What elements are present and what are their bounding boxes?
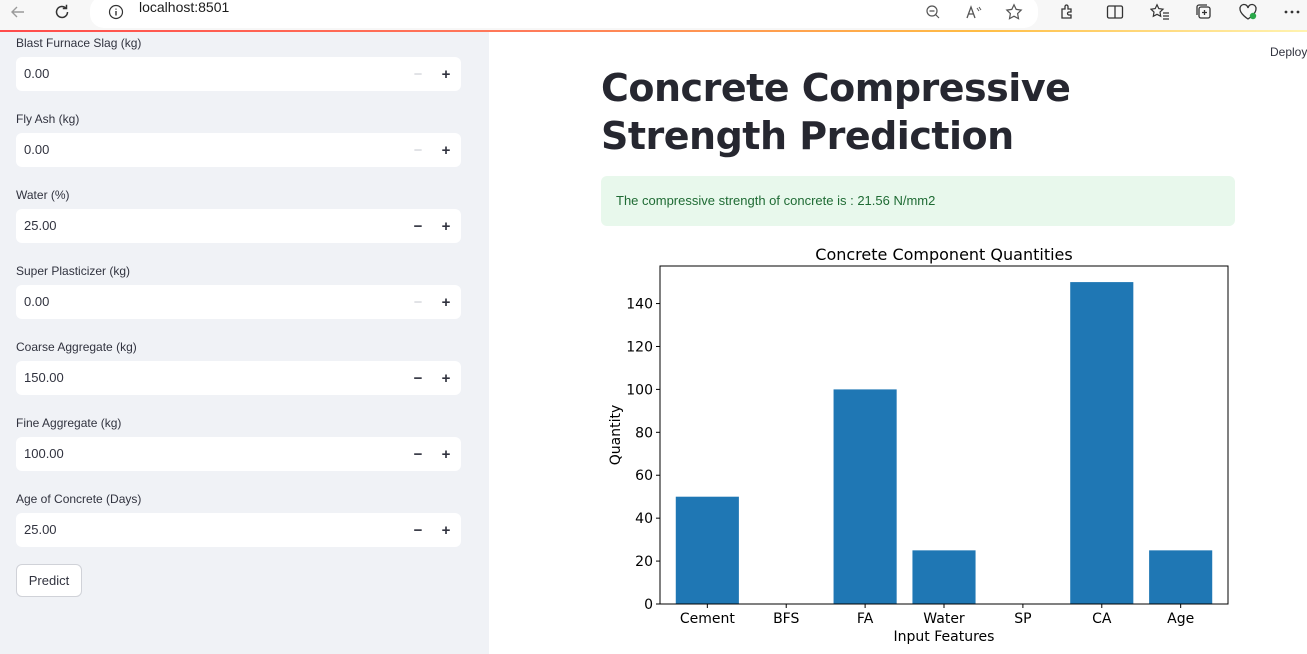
x-tick-label: Cement <box>680 611 736 627</box>
field-label: Water (%) <box>16 188 70 202</box>
reload-icon[interactable] <box>50 0 74 24</box>
field-label: Blast Furnace Slag (kg) <box>16 36 142 50</box>
bar-water <box>912 550 976 604</box>
y-tick-label: 120 <box>626 339 653 355</box>
number-input-value[interactable]: 0.00 <box>24 142 50 157</box>
increment-button[interactable]: + <box>441 65 451 83</box>
y-tick-label: 100 <box>626 382 653 398</box>
prediction-result-text: The compressive strength of concrete is … <box>616 193 936 208</box>
favorite-star-icon[interactable] <box>1003 0 1025 24</box>
field-label: Super Plasticizer (kg) <box>16 264 131 278</box>
y-tick-label: 40 <box>635 511 653 527</box>
number-input-value[interactable]: 25.00 <box>24 218 57 233</box>
number-input-value[interactable]: 25.00 <box>24 522 57 537</box>
decrement-button[interactable]: − <box>413 521 423 539</box>
y-tick-label: 60 <box>635 468 653 484</box>
y-axis-label: Quantity <box>608 405 624 466</box>
decrement-button[interactable]: − <box>413 65 423 83</box>
increment-button[interactable]: + <box>441 293 451 311</box>
number-input[interactable]: 0.00 − + <box>16 133 461 167</box>
extensions-icon[interactable] <box>1057 0 1079 24</box>
number-input[interactable]: 0.00 − + <box>16 57 461 91</box>
deploy-button[interactable]: Deploy <box>1270 45 1307 59</box>
decrement-button[interactable]: − <box>413 293 423 311</box>
bar-ca <box>1070 282 1134 604</box>
y-tick-label: 140 <box>626 297 653 313</box>
number-input-value[interactable]: 0.00 <box>24 294 50 309</box>
loading-progress-bar <box>0 30 1307 32</box>
favorites-icon[interactable] <box>1149 0 1171 24</box>
bar-age <box>1149 550 1213 604</box>
decrement-button[interactable]: − <box>413 217 423 235</box>
x-tick-label: BFS <box>773 611 799 627</box>
field-label: Fly Ash (kg) <box>16 112 80 126</box>
sidebar: Blast Furnace Slag (kg) 0.00− + Fly Ash (kg… <box>0 32 489 654</box>
split-screen-icon[interactable] <box>1104 0 1126 24</box>
increment-button[interactable]: + <box>441 521 451 539</box>
x-tick-label: FA <box>857 611 874 627</box>
increment-button[interactable]: + <box>441 369 451 387</box>
field-label: Coarse Aggregate (kg) <box>16 340 137 354</box>
page-title: Concrete Compressive Strength Prediction <box>601 66 1071 158</box>
component-quantities-chart: Concrete Component Quantities Cement BFS FA… <box>608 245 1229 645</box>
number-input[interactable]: 25.00 − + <box>16 513 461 547</box>
number-input[interactable]: 0.00 − + <box>16 285 461 319</box>
chart-axes-frame <box>659 265 1229 605</box>
increment-button[interactable]: + <box>441 445 451 463</box>
zoom-out-icon[interactable] <box>923 0 943 24</box>
address-bar[interactable]: localhost:8501 <box>90 0 1038 28</box>
x-tick-label: Water <box>923 611 965 627</box>
health-icon[interactable] <box>1237 0 1259 24</box>
bar-fa <box>833 389 897 604</box>
x-tick-label: Age <box>1167 611 1194 627</box>
info-icon[interactable] <box>106 0 126 24</box>
more-icon[interactable] <box>1281 0 1303 24</box>
y-tick-label: 0 <box>644 597 653 613</box>
x-tick-label: CA <box>1092 611 1112 627</box>
collections-icon[interactable] <box>1193 0 1215 24</box>
decrement-button[interactable]: − <box>413 369 423 387</box>
x-tick-label: SP <box>1014 611 1031 627</box>
number-input[interactable]: 150.00 − + <box>16 361 461 395</box>
number-input-value[interactable]: 100.00 <box>24 446 64 461</box>
browser-toolbar: localhost:8501 <box>0 0 1307 30</box>
chart-title: Concrete Component Quantities <box>815 245 1072 264</box>
increment-button[interactable]: + <box>441 141 451 159</box>
bar-cement <box>675 496 739 604</box>
decrement-button[interactable]: − <box>413 445 423 463</box>
url-text: localhost:8501 <box>139 0 230 15</box>
increment-button[interactable]: + <box>441 217 451 235</box>
number-input[interactable]: 25.00 − + <box>16 209 461 243</box>
prediction-result-alert: The compressive strength of concrete is … <box>601 176 1235 226</box>
back-arrow-icon[interactable] <box>6 0 30 24</box>
number-input-value[interactable]: 150.00 <box>24 370 64 385</box>
y-tick-label: 80 <box>635 425 653 441</box>
field-label: Fine Aggregate (kg) <box>16 416 122 430</box>
number-input[interactable]: 100.00 − + <box>16 437 461 471</box>
decrement-button[interactable]: − <box>413 141 423 159</box>
read-aloud-icon[interactable] <box>963 0 985 24</box>
x-axis-label: Input Features <box>894 629 995 645</box>
number-input-value[interactable]: 0.00 <box>24 66 50 81</box>
y-tick-label: 20 <box>635 554 653 570</box>
field-label: Age of Concrete (Days) <box>16 492 142 506</box>
predict-button[interactable]: Predict <box>16 564 82 597</box>
